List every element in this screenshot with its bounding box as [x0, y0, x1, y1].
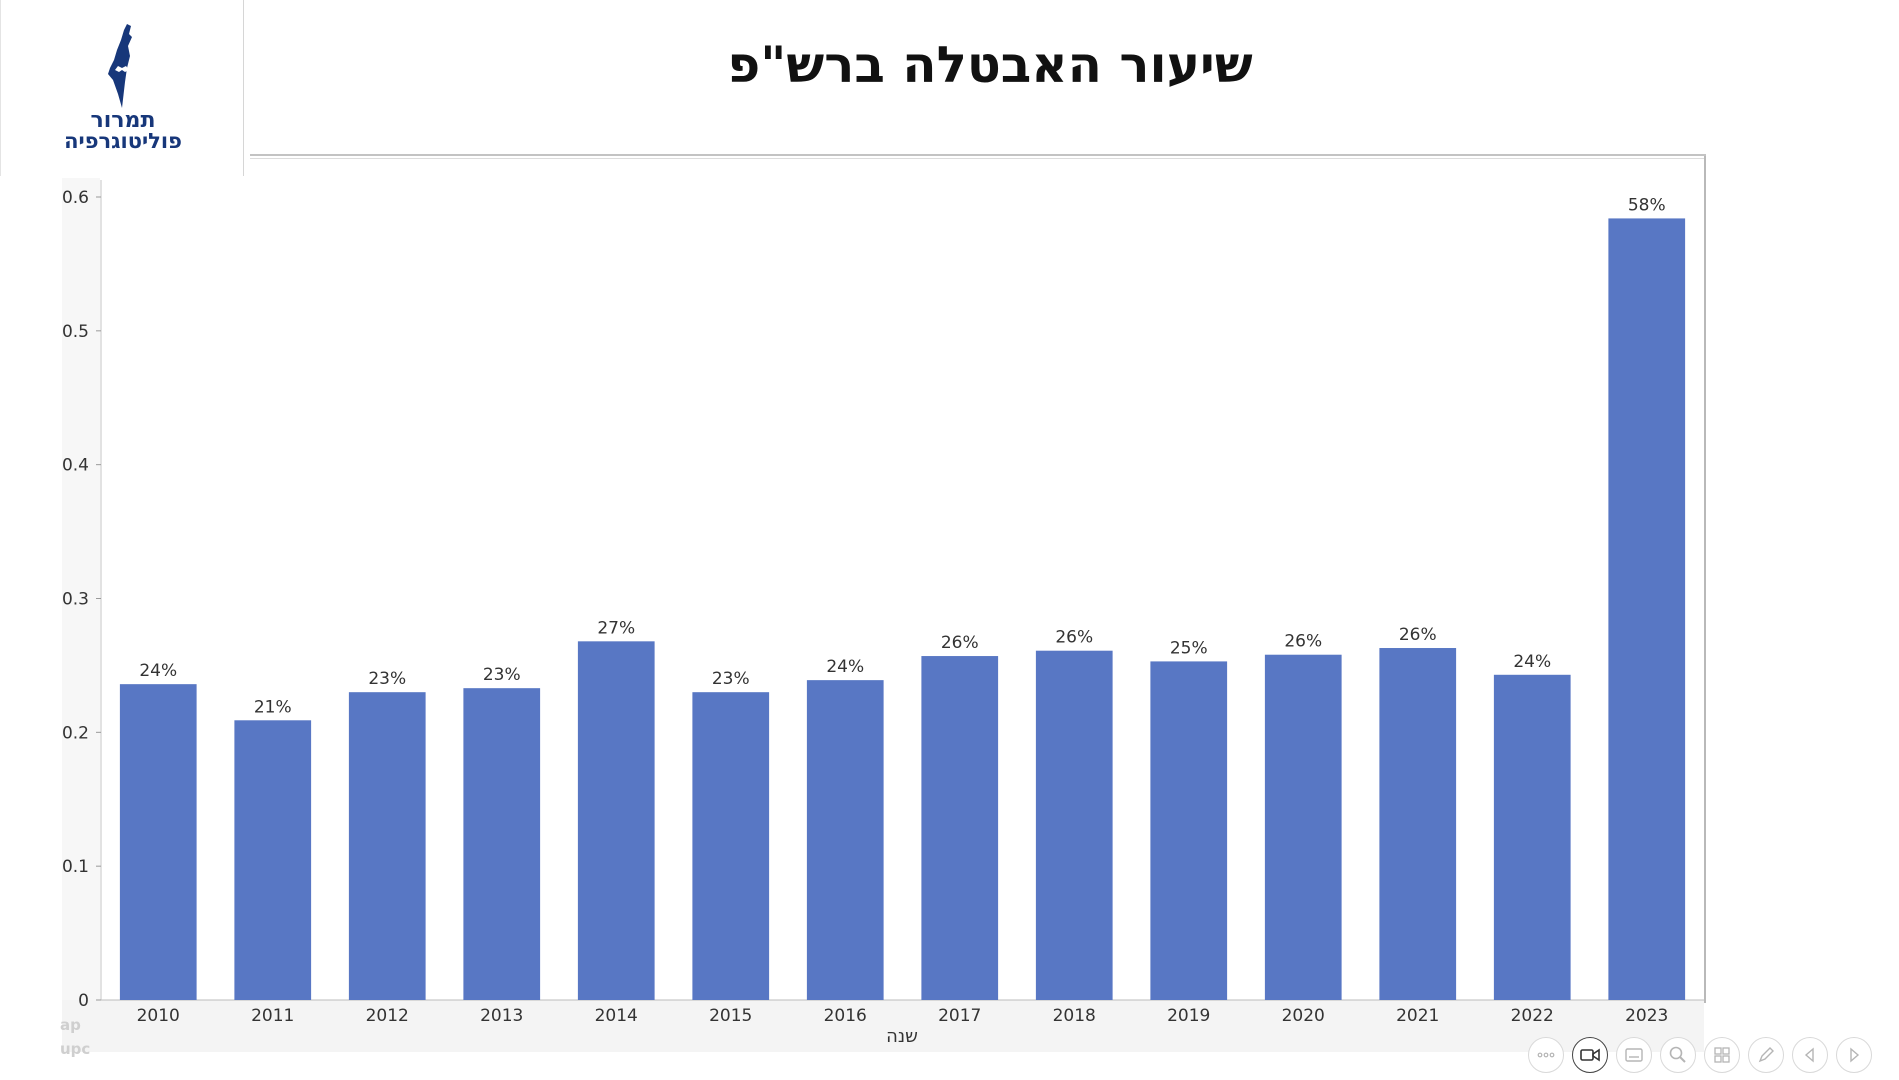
bar-2016 — [806, 680, 884, 1000]
data-label-2010: 24% — [139, 661, 177, 681]
bar-2014 — [577, 641, 655, 1000]
previous-slide-icon — [1804, 1047, 1814, 1063]
data-label-2021: 26% — [1399, 625, 1437, 645]
ghost-text-2: upc — [60, 1040, 91, 1058]
camera-button[interactable] — [1572, 1037, 1608, 1073]
x-tick-label: 2011 — [251, 1006, 294, 1026]
zoom-icon — [1669, 1046, 1686, 1063]
x-tick-label: 2017 — [938, 1006, 981, 1026]
chart-frame-edge — [1704, 156, 1706, 1003]
y-tick-label: 0.1 — [62, 857, 89, 877]
bar-2015 — [692, 692, 770, 1000]
x-tick-label: 2022 — [1511, 1006, 1554, 1026]
next-slide-button[interactable] — [1836, 1037, 1872, 1073]
y-tick-label: 0.6 — [62, 188, 89, 208]
x-axis-ticks: 2010 2011 2012 2013 2014 2015 2016 2017 2018 2019… — [137, 1006, 1669, 1026]
data-label-2018: 26% — [1055, 628, 1093, 648]
bar-2012 — [348, 692, 426, 1000]
x-tick-label: 2018 — [1053, 1006, 1096, 1026]
x-tick-label: 2015 — [709, 1006, 752, 1026]
slide-grid-icon — [1714, 1047, 1730, 1063]
data-label-2011: 21% — [254, 697, 292, 717]
data-label-2022: 24% — [1513, 652, 1551, 672]
data-label-2012: 23% — [368, 669, 406, 689]
y-tick-label: 0.3 — [62, 590, 89, 610]
bar-2020 — [1264, 654, 1342, 1000]
bar-2018 — [1035, 650, 1113, 1000]
x-tick-label: 2023 — [1625, 1006, 1668, 1026]
pen-icon — [1758, 1047, 1774, 1063]
bar-2017 — [921, 656, 999, 1000]
data-label-2017: 26% — [941, 633, 979, 653]
y-tick-label: 0.4 — [62, 456, 89, 476]
data-label-2014: 27% — [597, 618, 635, 638]
previous-slide-button[interactable] — [1792, 1037, 1828, 1073]
x-tick-label: 2012 — [366, 1006, 409, 1026]
logo-text-line2: פוליטוגרפיה — [64, 129, 182, 153]
y-tick-label: 0.2 — [62, 723, 89, 743]
bar-2022 — [1493, 674, 1571, 1000]
data-label-2015: 23% — [712, 669, 750, 689]
israel-map-icon — [108, 24, 132, 108]
x-tick-label: 2019 — [1167, 1006, 1210, 1026]
logo-panel: תמרור פוליטוגרפיה — [0, 0, 244, 176]
zoom-button[interactable] — [1660, 1037, 1696, 1073]
data-label-2013: 23% — [483, 665, 521, 685]
y-axis-band — [62, 178, 100, 1000]
subtitles-button[interactable] — [1616, 1037, 1652, 1073]
title-divider — [250, 154, 1706, 156]
y-tick-label: 0 — [78, 991, 89, 1011]
pen-button[interactable] — [1748, 1037, 1784, 1073]
y-tick-label: 0.5 — [62, 322, 89, 342]
bar-2019 — [1150, 661, 1228, 1000]
page-title: שיעור האבטלה ברש"פ — [727, 36, 1253, 94]
logo-text-line1: תמרור — [90, 108, 156, 133]
x-tick-label: 2021 — [1396, 1006, 1439, 1026]
data-labels: 24% 21% 23% 23% 27% 23% 24% 26% 26% 25% 26% 26% 24% 5… — [139, 195, 1665, 717]
x-tick-label: 2014 — [595, 1006, 638, 1026]
title-divider-shadow — [250, 158, 1706, 159]
x-tick-label: 2013 — [480, 1006, 523, 1026]
slide-grid-button[interactable] — [1704, 1037, 1740, 1073]
bar-2021 — [1379, 648, 1457, 1000]
bars — [119, 218, 1686, 1000]
video-camera-icon — [1580, 1048, 1600, 1062]
bar-2010 — [119, 684, 197, 1000]
data-label-2020: 26% — [1284, 632, 1322, 652]
x-axis-band — [62, 1000, 1704, 1052]
bar-2023 — [1608, 218, 1686, 1000]
data-label-2023: 58% — [1628, 195, 1666, 215]
data-label-2019: 25% — [1170, 638, 1208, 658]
next-slide-icon — [1850, 1047, 1860, 1063]
bar-2011 — [234, 720, 312, 1000]
data-label-2016: 24% — [826, 657, 864, 677]
bar-2013 — [463, 688, 541, 1000]
x-tick-label: 2020 — [1282, 1006, 1325, 1026]
x-axis-title: שנה — [886, 1026, 918, 1047]
slideshow-toolbar — [1528, 1037, 1872, 1077]
x-tick-label: 2010 — [137, 1006, 180, 1026]
x-tick-label: 2016 — [824, 1006, 867, 1026]
y-axis-ticks: 0 0.1 0.2 0.3 0.4 0.5 0.6 — [62, 188, 101, 1011]
subtitles-icon — [1625, 1048, 1643, 1062]
more-options-button[interactable] — [1528, 1037, 1564, 1073]
more-options-icon — [1537, 1052, 1555, 1058]
ghost-text-1: ap — [60, 1016, 81, 1034]
